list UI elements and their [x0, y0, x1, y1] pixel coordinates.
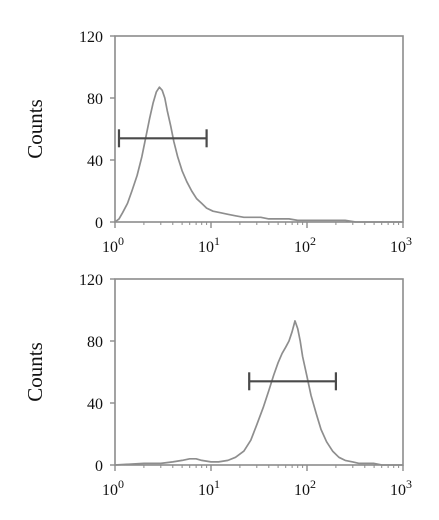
x-tick-exponent: 2 — [310, 234, 316, 248]
y-tick-label: 40 — [87, 396, 103, 413]
x-tick-label: 101 — [198, 477, 220, 499]
x-tick-label: 102 — [294, 477, 316, 499]
y-tick-label: 120 — [79, 29, 103, 46]
x-tick-base: 10 — [198, 482, 214, 499]
x-tick-exponent: 3 — [406, 234, 412, 248]
x-tick-label: 102 — [294, 234, 316, 256]
x-tick-label: 100 — [102, 477, 124, 499]
x-tick-exponent: 2 — [310, 477, 316, 491]
x-tick-exponent: 1 — [214, 477, 220, 491]
x-tick-label: 101 — [198, 234, 220, 256]
x-tick-base: 10 — [294, 482, 310, 499]
y-tick-label: 80 — [87, 91, 103, 108]
x-tick-base: 10 — [102, 239, 118, 256]
y-tick-label: 0 — [95, 458, 103, 475]
plot-frame — [114, 278, 404, 466]
y-tick-label: 120 — [79, 272, 103, 289]
y-axis-label: Counts — [23, 99, 47, 159]
y-axis-label: Counts — [23, 342, 47, 402]
histogram-curve — [114, 86, 403, 223]
x-tick-label: 103 — [390, 477, 412, 499]
x-tick-exponent: 3 — [406, 477, 412, 491]
x-tick-exponent: 0 — [118, 477, 124, 491]
y-tick-label: 0 — [95, 215, 103, 232]
x-tick-base: 10 — [390, 239, 406, 256]
y-tick-label: 40 — [87, 153, 103, 170]
x-tick-base: 10 — [390, 482, 406, 499]
x-tick-label: 100 — [102, 234, 124, 256]
x-tick-exponent: 0 — [118, 234, 124, 248]
x-tick-base: 10 — [102, 482, 118, 499]
plot-frame — [114, 35, 404, 223]
y-tick-label: 80 — [87, 334, 103, 351]
x-tick-exponent: 1 — [214, 234, 220, 248]
x-tick-base: 10 — [294, 239, 310, 256]
x-tick-base: 10 — [198, 239, 214, 256]
x-tick-label: 103 — [390, 234, 412, 256]
histogram-curve — [114, 320, 403, 466]
